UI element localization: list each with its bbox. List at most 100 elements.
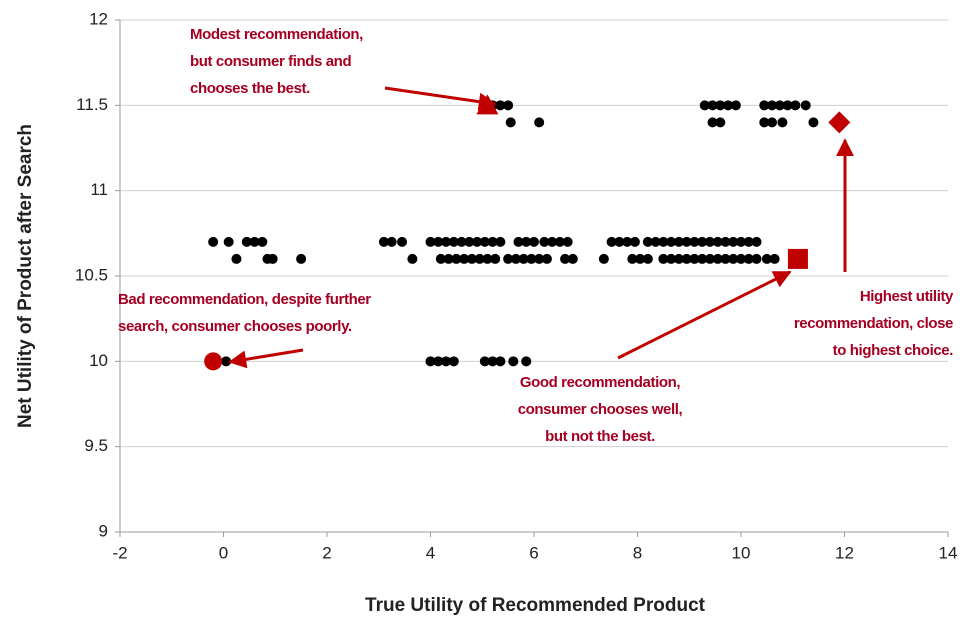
point [697,253,708,264]
point [378,236,389,247]
x-tick-label: 12 [835,543,854,562]
y-tick-label: 9 [99,521,108,540]
point [267,253,278,264]
point [241,236,252,247]
x-tick-label: 6 [529,543,538,562]
point [728,253,739,264]
annotation: recommendation, close [794,315,953,332]
x-tick-label: 0 [219,543,228,562]
point [715,117,726,128]
point [689,236,700,247]
point [526,253,537,264]
point [782,100,793,111]
point [257,236,268,247]
annotation: but consumer finds and [190,53,351,70]
point [767,117,778,128]
point [521,236,532,247]
point [736,253,746,264]
annotation: Good recommendation, [520,374,681,391]
point [433,236,444,247]
point [681,253,692,264]
annotation: consumer chooses well, [518,401,683,418]
point [221,356,232,367]
point [774,100,785,111]
point [464,236,475,247]
point [451,253,462,264]
point [777,117,788,128]
point [730,100,741,111]
point [767,100,778,111]
point [474,253,485,264]
point [386,236,397,247]
x-tick-label: 14 [939,543,958,562]
point [635,253,646,264]
point [534,253,545,264]
point [490,253,501,264]
point [208,236,219,247]
point [456,236,467,247]
point [790,100,801,111]
point [720,253,731,264]
point [495,100,506,111]
point [443,253,454,264]
point [712,236,723,247]
point [223,236,234,247]
point [231,253,242,264]
point [627,253,638,264]
point [562,236,573,247]
annotation-arrow [384,86,497,111]
annotation: search, consumer chooses poorly. [118,318,352,335]
point [658,236,669,247]
point [539,236,550,247]
point [720,236,731,247]
annotation: to highest choice. [833,342,954,359]
point [554,236,565,247]
point [441,236,452,247]
highlight-point [787,248,808,269]
point [658,253,669,264]
point [503,253,514,264]
point [495,356,506,367]
x-tick-label: 10 [732,543,751,562]
y-tick-label: 11 [90,180,108,199]
annotation: Highest utility [860,288,954,305]
point [800,100,811,111]
point [487,356,498,367]
point [479,356,490,367]
point [529,236,539,247]
point [642,236,653,247]
point [466,253,477,264]
point [521,356,532,367]
x-axis-title: True Utility of Recommended Product [365,595,706,616]
y-tick-label: 9.5 [84,436,108,455]
annotation: chooses the best. [190,80,310,97]
point [606,236,617,247]
point [673,236,684,247]
point [666,253,677,264]
point [459,253,470,264]
point [505,117,516,128]
point [425,236,436,247]
point [567,253,578,264]
point [681,236,692,247]
point [614,236,625,247]
point [296,253,307,264]
point [547,236,558,247]
point [736,236,746,247]
point [510,253,521,264]
point [508,356,519,367]
point [723,100,734,111]
annotation-arrow [617,270,792,360]
x-tick-label: 4 [426,543,435,562]
x-tick-label: -2 [112,543,127,562]
point [482,253,493,264]
highlight-point [204,352,223,371]
highlight-point [828,111,851,134]
point [448,236,459,247]
point [699,100,710,111]
point [707,100,718,111]
point [743,253,754,264]
point [808,117,819,128]
point [534,117,545,128]
